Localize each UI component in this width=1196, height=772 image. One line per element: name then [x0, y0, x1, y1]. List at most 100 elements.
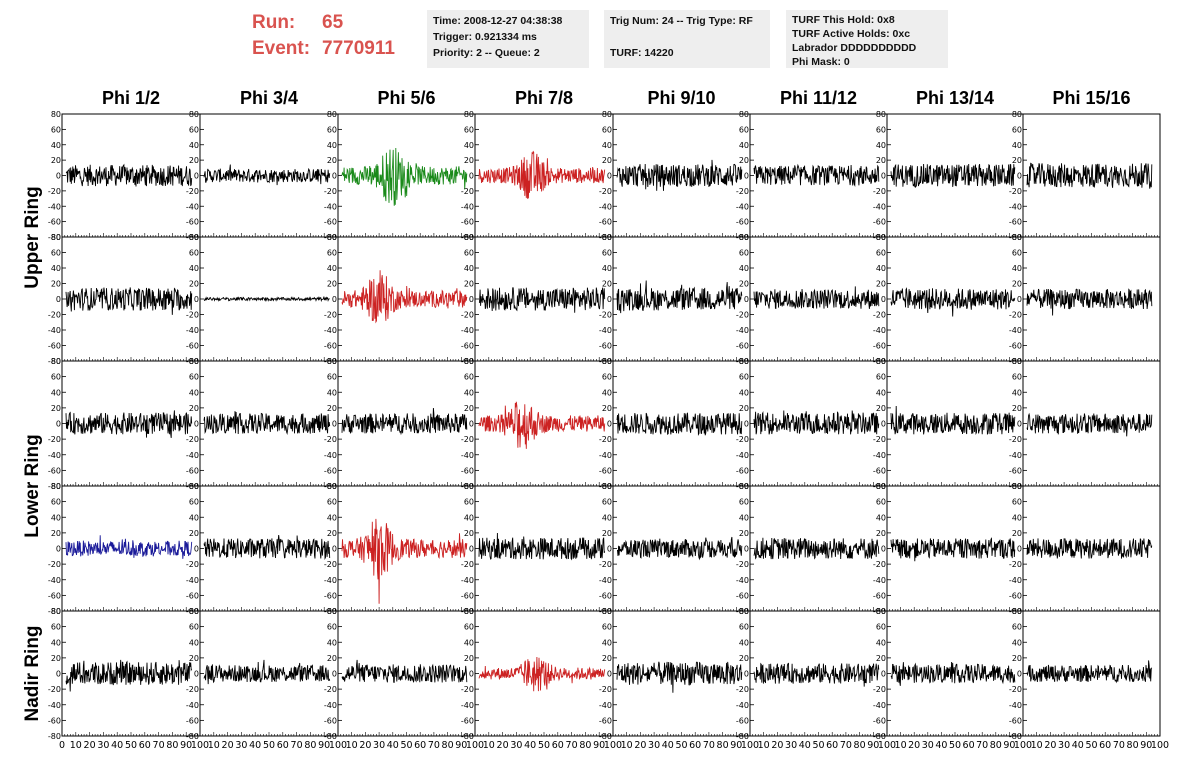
y-tick-label: 40 — [464, 141, 474, 150]
y-tick-label: -60 — [1009, 716, 1022, 725]
x-tick-label: 50 — [675, 740, 687, 751]
y-tick-label: 0 — [744, 545, 749, 554]
y-tick-label: 0 — [56, 420, 61, 429]
y-tick-label: 60 — [189, 373, 199, 382]
waveform-trace — [616, 412, 743, 436]
y-tick-label: -60 — [873, 342, 886, 351]
y-tick-label: 0 — [1017, 295, 1022, 304]
trig-num-info-box: Trig Num: 24 -- Trig Type: RF TURF: 1422… — [604, 10, 770, 68]
y-tick-label: 20 — [189, 280, 199, 289]
x-tick-label: 10 — [621, 740, 633, 751]
turf-this-hold-line: TURF This Hold: 0x8 — [792, 14, 895, 26]
y-tick-label: -20 — [186, 311, 199, 320]
y-tick-label: -20 — [48, 560, 61, 569]
y-tick-label: 20 — [327, 529, 337, 538]
y-tick-label: -60 — [1009, 218, 1022, 227]
y-tick-label: 60 — [739, 249, 749, 258]
y-tick-label: 0 — [332, 295, 337, 304]
waveform-trace — [341, 407, 468, 436]
x-tick-label: 30 — [235, 740, 247, 751]
y-tick-label: 20 — [739, 654, 749, 663]
column-title: Phi 1/2 — [102, 88, 160, 108]
y-tick-label: 80 — [876, 607, 886, 616]
y-tick-label: -60 — [599, 466, 612, 475]
y-tick-label: 40 — [189, 388, 199, 397]
y-tick-label: -40 — [873, 451, 886, 460]
y-tick-label: -80 — [48, 357, 61, 366]
y-tick-label: 20 — [327, 404, 337, 413]
waveform-trace — [1026, 162, 1153, 189]
y-tick-label: 0 — [881, 295, 886, 304]
y-tick-label: 60 — [739, 373, 749, 382]
y-tick-label: -40 — [1009, 451, 1022, 460]
y-tick-label: -60 — [48, 716, 61, 725]
y-tick-label: -40 — [1009, 326, 1022, 335]
y-tick-label: -20 — [599, 435, 612, 444]
y-tick-label: 80 — [327, 482, 337, 491]
y-tick-label: 60 — [51, 498, 61, 507]
waveform-trace — [753, 286, 880, 309]
x-tick-label: 50 — [400, 740, 412, 751]
x-tick-label: 100 — [1014, 740, 1032, 751]
y-tick-label: 80 — [189, 482, 199, 491]
y-tick-label: 80 — [189, 607, 199, 616]
y-tick-label: 20 — [189, 529, 199, 538]
waveform-trace — [890, 661, 1016, 686]
y-tick-label: 80 — [739, 110, 749, 119]
y-tick-label: 40 — [739, 638, 749, 647]
waveform-trace — [616, 280, 743, 314]
x-tick-label: 20 — [497, 740, 509, 751]
y-tick-label: -80 — [1009, 732, 1022, 741]
y-tick-label: 60 — [189, 623, 199, 632]
x-tick-label: 30 — [510, 740, 522, 751]
y-tick-label: 60 — [1012, 125, 1022, 134]
y-tick-label: 40 — [51, 141, 61, 150]
y-tick-label: -20 — [873, 685, 886, 694]
waveform-trace — [890, 537, 1016, 562]
waveform-trace — [478, 287, 606, 313]
column-title: Phi 7/8 — [515, 88, 573, 108]
time-line: Time: 2008-12-27 04:38:38 — [433, 15, 563, 27]
x-tick-label: 80 — [854, 740, 866, 751]
y-tick-label: 80 — [602, 110, 612, 119]
y-tick-label: 0 — [56, 295, 61, 304]
y-tick-label: -20 — [873, 560, 886, 569]
y-tick-label: -60 — [599, 591, 612, 600]
panel-frame — [612, 360, 751, 487]
y-tick-label: -40 — [186, 326, 199, 335]
y-tick-label: 20 — [739, 404, 749, 413]
x-tick-label: 10 — [346, 740, 358, 751]
y-tick-label: 60 — [876, 373, 886, 382]
y-tick-label: 40 — [464, 638, 474, 647]
y-tick-label: -40 — [599, 576, 612, 585]
y-tick-label: 40 — [602, 513, 612, 522]
x-tick-label: 30 — [373, 740, 385, 751]
y-tick-label: -60 — [324, 466, 337, 475]
y-tick-label: -60 — [461, 716, 474, 725]
y-tick-label: -40 — [186, 202, 199, 211]
y-tick-label: 0 — [881, 420, 886, 429]
y-tick-label: 0 — [469, 670, 474, 679]
x-tick-label: 40 — [662, 740, 674, 751]
y-tick-label: 60 — [464, 249, 474, 258]
y-tick-label: 40 — [1012, 141, 1022, 150]
panel-frame — [1022, 485, 1161, 612]
y-tick-label: 20 — [1012, 156, 1022, 165]
y-tick-label: -40 — [736, 326, 749, 335]
y-tick-label: 20 — [327, 280, 337, 289]
y-tick-label: 20 — [464, 280, 474, 289]
waveform-trace — [203, 659, 331, 685]
y-tick-label: -80 — [186, 732, 199, 741]
waveform-trace — [1026, 412, 1153, 437]
y-tick-label: 40 — [739, 388, 749, 397]
y-tick-label: -60 — [186, 716, 199, 725]
x-tick-label: 60 — [963, 740, 975, 751]
y-tick-label: 80 — [464, 607, 474, 616]
y-tick-label: 80 — [876, 357, 886, 366]
waveform-trace — [753, 163, 880, 188]
x-tick-label: 90 — [180, 740, 192, 751]
y-tick-label: -40 — [324, 701, 337, 710]
y-tick-label: 80 — [189, 357, 199, 366]
x-tick-label: 90 — [867, 740, 879, 751]
y-tick-label: 80 — [464, 357, 474, 366]
